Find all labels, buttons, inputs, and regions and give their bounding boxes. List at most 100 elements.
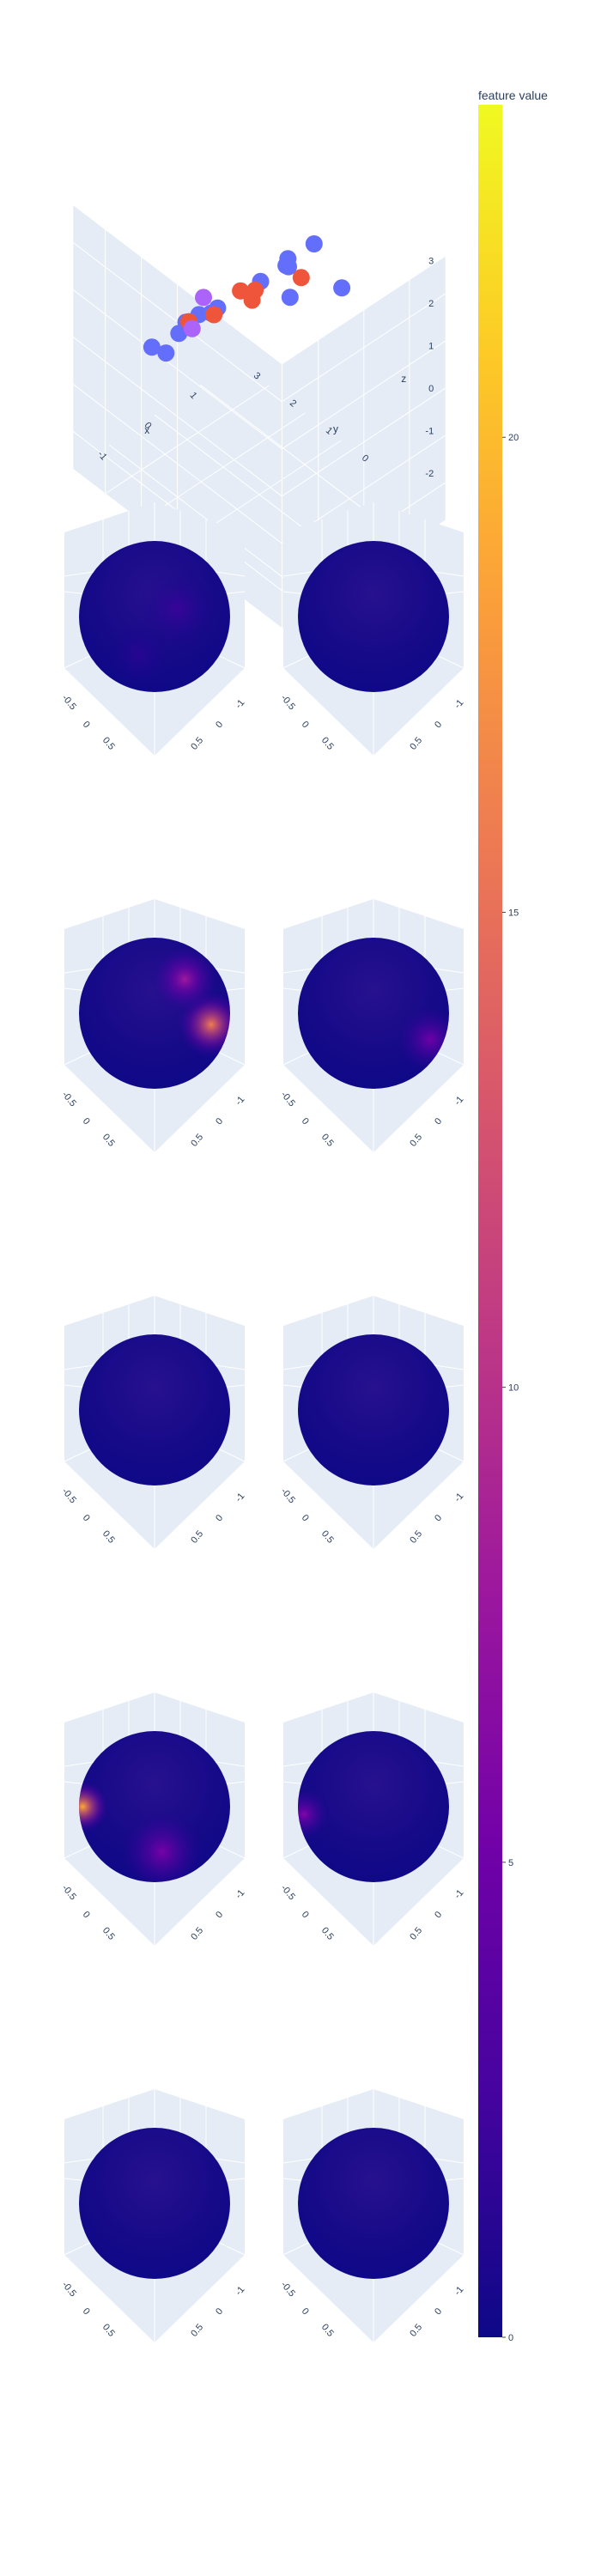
y-axis-title: y <box>333 423 338 435</box>
scene-tick-label: 0.5 <box>189 1528 205 1545</box>
gridline <box>72 289 282 450</box>
scene-tick-label: -0.5 <box>279 693 297 712</box>
scatter-point[interactable] <box>205 306 223 324</box>
sphere-surface[interactable] <box>298 2128 449 2279</box>
scene-tick-label: 0.5 <box>319 735 336 751</box>
scene-tick-label: -1 <box>452 697 465 710</box>
gridline <box>72 383 282 544</box>
scene-tick-label: 0 <box>300 1910 311 1920</box>
colorbar-gradient <box>478 105 502 2337</box>
z-tick-label: 2 <box>428 299 434 309</box>
sphere-panel[interactable]: -0.500.5 0.50-1 <box>277 1692 465 1946</box>
x-axis-title: x <box>144 424 149 436</box>
scene-tick-label: -0.5 <box>60 693 78 712</box>
sphere-surface[interactable] <box>298 1731 449 1882</box>
scene-tick-label: 0.5 <box>408 735 424 751</box>
sphere-panel[interactable]: -0.500.5 0.50-1 <box>279 502 466 756</box>
scatter-point[interactable] <box>280 258 297 276</box>
scatter-point[interactable] <box>157 344 175 362</box>
scene-tick-label: 0 <box>81 2306 92 2317</box>
scene-tick-label: 0 <box>214 2306 225 2317</box>
surface-hotspot <box>139 571 216 647</box>
scene-tick-label: 0.5 <box>189 1132 205 1148</box>
surface-hotspot <box>150 945 219 1013</box>
scatter-point[interactable] <box>246 282 264 299</box>
scatter-point[interactable] <box>292 269 310 287</box>
scene-tick-label: 0 <box>433 720 444 730</box>
scene-tick-label: -1 <box>452 1491 465 1504</box>
scene-tick-label: 0 <box>433 2306 444 2317</box>
sphere-surface[interactable] <box>79 1334 230 1485</box>
scene-tick-label: 0.5 <box>408 1528 424 1545</box>
z-tick-label: -1 <box>425 426 434 436</box>
scene-tick-label: 0.5 <box>319 1132 336 1148</box>
scene-tick-label: 0.5 <box>100 2322 117 2338</box>
scatter-point[interactable] <box>143 338 161 356</box>
sphere-panel[interactable]: -0.500.5 0.50-1 <box>279 2089 466 2342</box>
scene-tick-label: -0.5 <box>279 1486 297 1505</box>
surface-hotspot <box>120 1810 204 1882</box>
scatter-point[interactable] <box>170 325 188 343</box>
scene-tick-label: 0.5 <box>189 2322 205 2338</box>
scene-tick-label: 0 <box>81 1116 92 1127</box>
scatter-point[interactable] <box>232 282 250 300</box>
scene-tick-label: 0 <box>433 1910 444 1920</box>
sphere-panel[interactable]: -0.500.5 0.50-1 <box>60 502 247 756</box>
scene-tick-label: 0 <box>81 720 92 730</box>
scene-tick-label: -0.5 <box>60 2280 78 2299</box>
scatter-point[interactable] <box>195 289 212 307</box>
sphere-surface[interactable] <box>298 1334 449 1485</box>
sphere-panel[interactable]: -0.500.5 0.50-1 <box>60 2089 247 2342</box>
scene-tick-label: 0 <box>214 720 225 730</box>
scene-tick-label: -1 <box>452 2284 465 2297</box>
scene-tick-label: 0 <box>300 2306 311 2317</box>
scene-tick-label: 0 <box>214 1116 225 1127</box>
scatter-point[interactable] <box>333 279 351 297</box>
scene-tick-label: 0 <box>214 1513 225 1523</box>
scatter-point[interactable] <box>305 235 323 252</box>
sphere-surface[interactable] <box>79 2128 230 2279</box>
scene-tick-label: 0 <box>81 1910 92 1920</box>
scene-tick-label: -0.5 <box>60 1883 78 1902</box>
sphere-hotspots <box>298 1788 331 1841</box>
sphere-surface[interactable] <box>298 541 449 692</box>
scene-tick-label: 0 <box>433 1513 444 1523</box>
colorbar-tick-label: 0 <box>508 2333 513 2343</box>
colorbar: feature value 0 5 10 15 20 <box>478 88 548 2343</box>
gridline <box>282 293 446 403</box>
scene-tick-label: 0 <box>214 1910 225 1920</box>
z-tick-label: -2 <box>425 469 434 479</box>
colorbar-tick-label: 15 <box>508 908 519 918</box>
scene-tick-label: -1 <box>452 1094 465 1107</box>
sphere-panel[interactable]: -0.500.5 0.50-1 <box>60 1296 247 1549</box>
z-tick-label: 3 <box>428 256 434 266</box>
scene-tick-label: -0.5 <box>279 1090 297 1109</box>
colorbar-title: feature value <box>478 88 548 102</box>
sphere-panel[interactable]: -0.500.5 0.50-1 <box>57 1692 247 1946</box>
z-tick-label: 0 <box>428 384 434 394</box>
scene-tick-label: 0 <box>300 1513 311 1523</box>
scene-tick-label: -1 <box>234 697 246 710</box>
scene-tick-label: 0.5 <box>100 1528 117 1545</box>
scene-tick-label: 0 <box>81 1513 92 1523</box>
gridline <box>282 387 446 497</box>
scene-tick-label: 0.5 <box>408 1925 424 1941</box>
scatter-point[interactable] <box>281 289 299 307</box>
scene-tick-label: -1 <box>234 1887 246 1900</box>
scene-tick-label: 0.5 <box>319 2322 336 2338</box>
scene-tick-label: -1 <box>234 2284 246 2297</box>
sphere-grid: -0.500.5 0.50-1 -0.500.5 0.50-1-0.500.5 0.50… <box>57 502 466 2342</box>
scene-tick-label: 0.5 <box>408 1132 424 1148</box>
colorbar-tick-label: 10 <box>508 1383 519 1394</box>
gridline <box>72 336 282 497</box>
colorbar-tick-label: 5 <box>508 1858 513 1868</box>
scene-tick-label: 0.5 <box>408 2322 424 2338</box>
sphere-panel[interactable]: -0.500.5 0.50-1 <box>60 899 247 1152</box>
scene-tick-label: -1 <box>234 1094 246 1107</box>
sphere-panel[interactable]: -0.500.5 0.50-1 <box>279 899 466 1152</box>
scatter-point[interactable] <box>183 319 201 337</box>
sphere-panel[interactable]: -0.500.5 0.50-1 <box>279 1296 466 1549</box>
scene-tick-label: 0 <box>300 1116 311 1127</box>
colorbar-tick-label: 20 <box>508 433 519 443</box>
